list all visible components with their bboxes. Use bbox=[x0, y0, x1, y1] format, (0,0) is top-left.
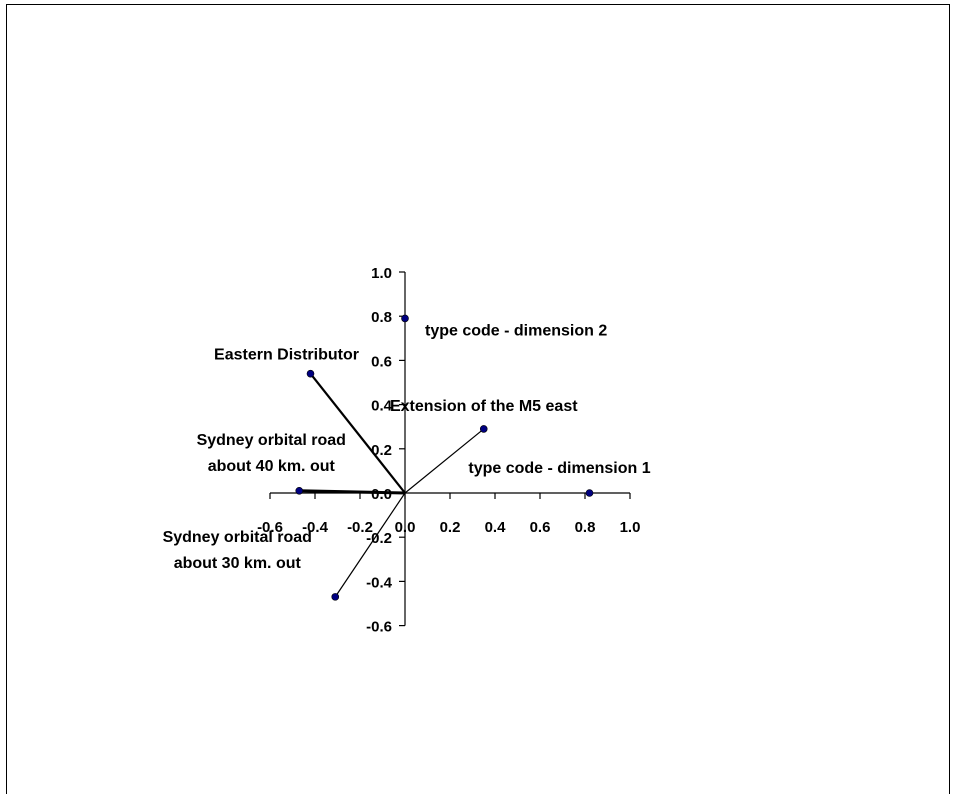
x-tick-label: 0.2 bbox=[440, 519, 461, 536]
x-tick-label: 0.0 bbox=[395, 519, 416, 536]
point-label: Eastern Distributor bbox=[214, 347, 359, 364]
point-label: Sydney orbital road about 40 km. out bbox=[197, 432, 346, 475]
x-tick-label: 0.6 bbox=[530, 519, 551, 536]
point-label-line: type code - dimension 2 bbox=[425, 322, 607, 339]
y-tick-label: 0.2 bbox=[371, 442, 392, 459]
x-tick-label: -0.2 bbox=[347, 519, 373, 536]
y-tick-label: -0.6 bbox=[366, 619, 392, 636]
data-point bbox=[295, 486, 304, 495]
y-tick-label: 1.0 bbox=[371, 265, 392, 282]
data-point bbox=[306, 369, 315, 378]
vector-line bbox=[404, 428, 485, 494]
point-label: type code - dimension 2 bbox=[425, 322, 607, 339]
point-label-line: Sydney orbital road bbox=[163, 529, 312, 546]
y-tick-label: -0.4 bbox=[366, 574, 393, 591]
point-label: Extension of the M5 east bbox=[390, 398, 578, 415]
y-tick-label: 0.4 bbox=[371, 398, 393, 415]
point-label-line: about 40 km. out bbox=[208, 458, 336, 475]
point-label-line: type code - dimension 1 bbox=[468, 460, 650, 477]
x-tick-label: 0.4 bbox=[485, 519, 507, 536]
x-tick-label: 0.8 bbox=[575, 519, 596, 536]
point-label-line: about 30 km. out bbox=[174, 555, 302, 572]
data-point bbox=[479, 425, 488, 433]
point-labels: type code - dimension 2 Eastern Distribut… bbox=[163, 322, 651, 571]
vector-line bbox=[309, 372, 406, 494]
data-point bbox=[331, 593, 340, 601]
point-label: type code - dimension 1 bbox=[468, 460, 650, 477]
x-tick-label: -0.6 bbox=[257, 519, 283, 536]
y-tick-label: -0.2 bbox=[366, 530, 392, 547]
point-label: Sydney orbital road about 30 km. out bbox=[163, 529, 312, 572]
point-label-line: Extension of the M5 east bbox=[390, 398, 578, 415]
point-label-line: Eastern Distributor bbox=[214, 347, 359, 364]
vector-line bbox=[299, 489, 406, 495]
points bbox=[295, 314, 594, 601]
y-tick-label: 0.8 bbox=[371, 309, 392, 326]
data-point bbox=[401, 314, 409, 323]
axes: -0.6 -0.4 -0.2 0.0 0.2 0.4 0.6 0.8 1.01.00.80.60… bbox=[257, 265, 640, 636]
x-tick-label: 1.0 bbox=[620, 519, 641, 536]
vector-line bbox=[334, 492, 406, 598]
x-tick-label: -0.4 bbox=[302, 519, 329, 536]
y-tick-label: 0.0 bbox=[371, 486, 392, 503]
data-point bbox=[585, 489, 594, 497]
chart-frame bbox=[6, 4, 950, 794]
point-label-line: Sydney orbital road bbox=[197, 432, 346, 449]
y-tick-label: 0.6 bbox=[371, 353, 392, 370]
vectors bbox=[299, 372, 485, 598]
